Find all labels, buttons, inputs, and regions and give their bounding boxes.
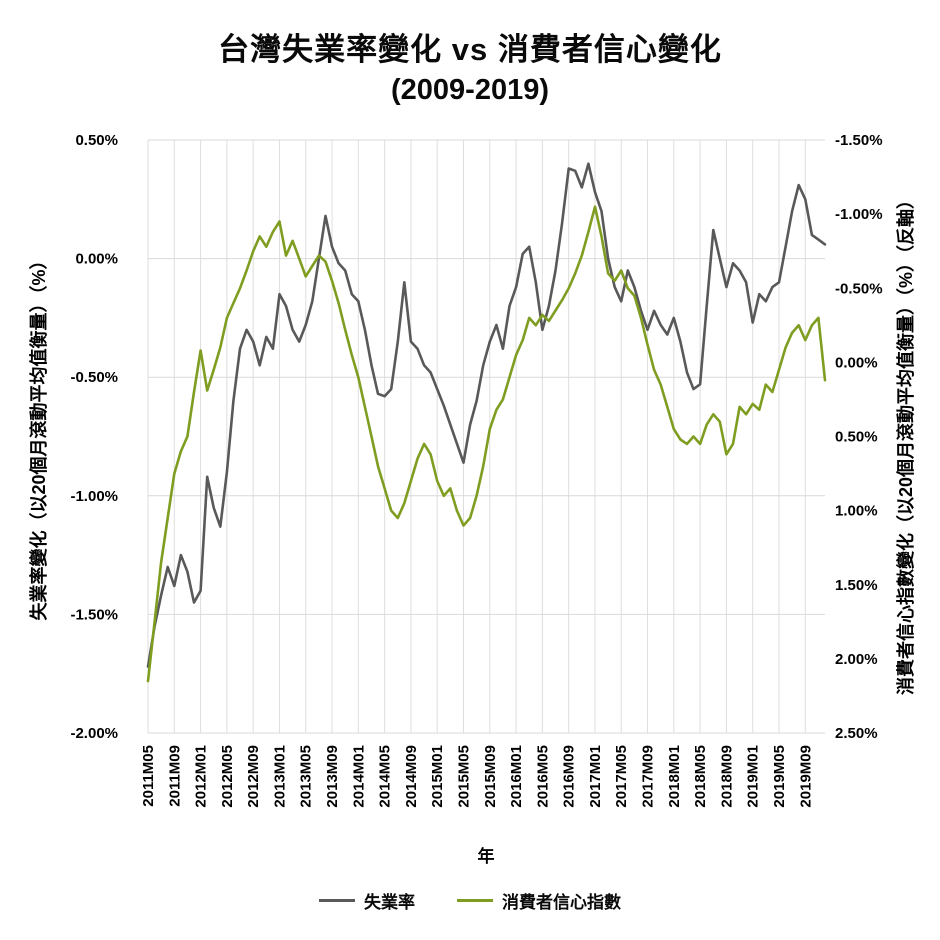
x-tick-label: 2016M01: [508, 745, 525, 808]
chart-title-line2: (2009-2019): [391, 74, 549, 106]
series-line-unemployment: [146, 162, 827, 668]
chart-title-line1: 台灣失業率變化 vs 消費者信心變化: [218, 32, 722, 67]
right-tick-label: 0.00%: [835, 354, 878, 371]
x-tick-label: 2012M09: [245, 745, 262, 808]
left-tick-label: -2.00%: [70, 725, 118, 742]
left-tick-label: 0.00%: [75, 251, 118, 268]
x-tick-label: 2012M01: [193, 745, 210, 808]
legend-label-confidence: 消費者信心指數: [502, 893, 621, 912]
x-tick-label: 2018M09: [718, 745, 735, 808]
right-tick-label: 2.00%: [835, 651, 878, 668]
right-tick-label: -1.00%: [835, 206, 883, 223]
right-axis-title: 消費者信心指數變化（以20個月滾動平均值衡量）（%）（反軸）: [896, 190, 916, 696]
series-line-confidence: [146, 205, 827, 683]
x-tick-label: 2014M01: [350, 745, 367, 808]
x-tick-label: 2015M05: [455, 745, 472, 808]
x-tick-label: 2012M05: [219, 745, 236, 808]
right-tick-label: 1.00%: [835, 503, 878, 520]
x-tick-label: 2013M01: [271, 745, 288, 808]
unemployment-line-swatch: [319, 899, 355, 902]
x-tick-label: 2013M05: [298, 745, 315, 808]
x-axis-title: 年: [477, 847, 495, 866]
legend-item-confidence: 消費者信心指數: [457, 888, 621, 913]
right-tick-label: -0.50%: [835, 280, 883, 297]
legend-item-unemployment: 失業率: [319, 888, 415, 913]
x-tick-label: 2013M09: [324, 745, 341, 808]
x-tick-label: 2016M05: [534, 745, 551, 808]
left-tick-label: -1.00%: [70, 488, 118, 505]
confidence-line-swatch: [457, 899, 493, 902]
legend: 失業率 消費者信心指數: [0, 888, 940, 913]
x-tick-label: 2017M01: [587, 745, 604, 808]
x-tick-label: 2014M05: [377, 745, 394, 808]
x-tick-label: 2017M05: [613, 745, 630, 808]
right-tick-label: 2.50%: [835, 725, 878, 742]
x-tick-label: 2016M09: [561, 745, 578, 808]
left-tick-label: -0.50%: [70, 369, 118, 386]
right-tick-label: 0.50%: [835, 429, 878, 446]
x-tick-label: 2019M01: [745, 745, 762, 808]
x-tick-label: 2015M01: [429, 745, 446, 808]
right-tick-label: 1.50%: [835, 577, 878, 594]
x-tick-label: 2017M09: [640, 745, 657, 808]
right-tick-label: -1.50%: [835, 132, 883, 149]
left-tick-label: -1.50%: [70, 606, 118, 623]
left-tick-label: 0.50%: [75, 132, 118, 149]
x-tick-label: 2019M09: [797, 745, 814, 808]
legend-label-unemployment: 失業率: [364, 893, 415, 912]
x-tick-label: 2014M09: [403, 745, 420, 808]
x-tick-label: 2011M05: [140, 745, 157, 807]
x-tick-label: 2011M09: [166, 745, 183, 807]
x-tick-label: 2019M05: [771, 745, 788, 808]
x-tick-label: 2018M05: [692, 745, 709, 808]
left-axis-title: 失業率變化（以20個月滾動平均值衡量）（%）: [29, 251, 49, 621]
x-tick-label: 2015M09: [482, 745, 499, 808]
x-tick-label: 2018M01: [666, 745, 683, 808]
